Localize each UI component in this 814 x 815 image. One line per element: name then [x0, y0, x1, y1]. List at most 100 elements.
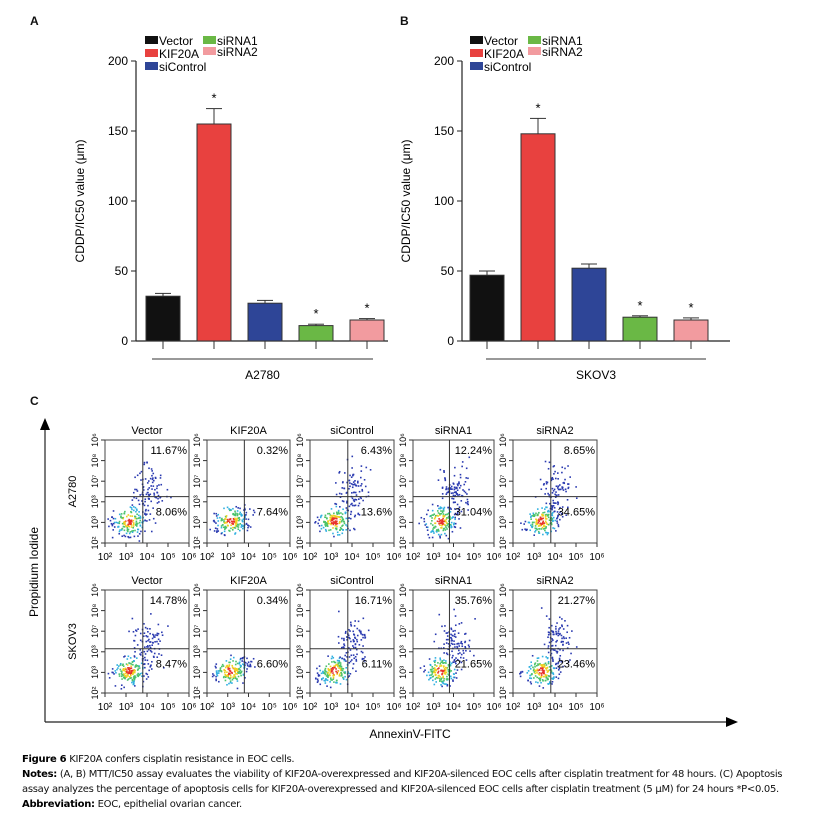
event-dot — [134, 650, 136, 653]
event-dot — [140, 470, 143, 473]
event-dot — [134, 677, 136, 680]
event-dot — [160, 654, 163, 656]
event-dot — [441, 519, 443, 521]
event-dot — [154, 522, 157, 524]
event-dot — [136, 474, 139, 477]
event-dot — [127, 668, 130, 671]
event-dot — [428, 678, 430, 681]
event-dot — [542, 520, 544, 523]
event-dot — [129, 536, 132, 539]
event-dot — [324, 516, 326, 518]
event-dot — [120, 675, 123, 678]
event-dot — [328, 512, 331, 515]
event-dot — [538, 674, 541, 676]
event-dot — [220, 532, 223, 535]
event-dot — [334, 665, 336, 667]
event-dot — [536, 671, 538, 674]
event-dot — [446, 632, 449, 634]
event-dot — [225, 527, 227, 529]
event-dot — [428, 536, 431, 539]
event-dot — [444, 477, 446, 479]
event-dot — [355, 648, 358, 651]
event-dot — [452, 494, 455, 497]
event-dot — [443, 670, 446, 673]
event-dot — [523, 523, 526, 525]
figure-label: Figure 6 — [22, 754, 67, 765]
event-dot — [122, 674, 125, 677]
event-dot — [132, 525, 135, 527]
y-tick-label: 10⁶ — [295, 583, 305, 597]
event-dot — [451, 497, 453, 500]
bar-kif20a — [520, 133, 556, 342]
event-dot — [115, 671, 117, 674]
event-dot — [136, 513, 138, 516]
event-dot — [133, 535, 136, 538]
event-dot — [131, 681, 133, 684]
event-dot — [465, 467, 468, 470]
event-dot — [128, 532, 131, 535]
event-dot — [431, 517, 433, 519]
y-tick-label: 10⁷ — [90, 625, 100, 638]
event-dot — [231, 529, 234, 531]
event-dot — [136, 664, 139, 667]
x-tick-label: 10³ — [527, 702, 542, 713]
event-dot — [450, 521, 453, 524]
y-tick-label: 10² — [192, 686, 202, 699]
event-dot — [449, 507, 452, 509]
event-dot — [353, 657, 356, 660]
event-dot — [445, 683, 448, 685]
event-dot — [352, 654, 355, 656]
event-dot — [238, 519, 240, 522]
event-dot — [335, 668, 337, 670]
event-dot — [249, 664, 252, 667]
event-dot — [144, 478, 147, 480]
event-dot — [234, 677, 237, 680]
event-dot — [127, 671, 130, 673]
event-dot — [460, 656, 462, 659]
event-dot — [433, 532, 435, 534]
event-dot — [127, 528, 130, 531]
event-dot — [563, 637, 565, 640]
event-dot — [427, 509, 429, 512]
event-dot — [458, 649, 460, 652]
event-dot — [332, 672, 334, 674]
x-tick-label: 10⁶ — [181, 702, 196, 713]
event-dot — [134, 516, 137, 518]
event-dot — [228, 521, 231, 524]
event-dot — [561, 624, 563, 627]
event-dot — [362, 634, 364, 636]
event-dot — [469, 650, 471, 652]
event-dot — [427, 671, 430, 674]
event-dot — [545, 531, 547, 534]
event-dot — [534, 672, 536, 675]
event-dot — [433, 513, 436, 516]
event-dot — [445, 486, 448, 488]
event-dot — [547, 636, 549, 639]
event-dot — [557, 488, 560, 491]
event-dot — [555, 625, 557, 628]
x-tick-label: 10² — [506, 702, 521, 713]
event-dot — [353, 625, 356, 627]
event-dot — [325, 522, 328, 524]
y-arrow-head — [40, 418, 50, 430]
event-dot — [358, 490, 361, 493]
event-dot — [111, 516, 113, 519]
legend-label-kif20a: KIF20A — [159, 47, 199, 61]
event-dot — [524, 520, 527, 523]
event-dot — [218, 670, 221, 672]
event-dot — [462, 649, 465, 652]
upper-right-percent: 6.43% — [361, 445, 392, 457]
event-dot — [337, 665, 339, 668]
event-dot — [363, 478, 366, 481]
event-dot — [341, 500, 344, 502]
event-dot — [217, 530, 220, 532]
x-tick-label: 10⁵ — [568, 552, 583, 563]
event-dot — [340, 667, 343, 670]
event-dot — [346, 491, 348, 494]
event-dot — [456, 487, 458, 489]
event-dot — [132, 529, 134, 532]
event-dot — [446, 517, 448, 519]
event-dot — [531, 673, 533, 675]
event-dot — [447, 669, 450, 671]
event-dot — [329, 674, 331, 677]
